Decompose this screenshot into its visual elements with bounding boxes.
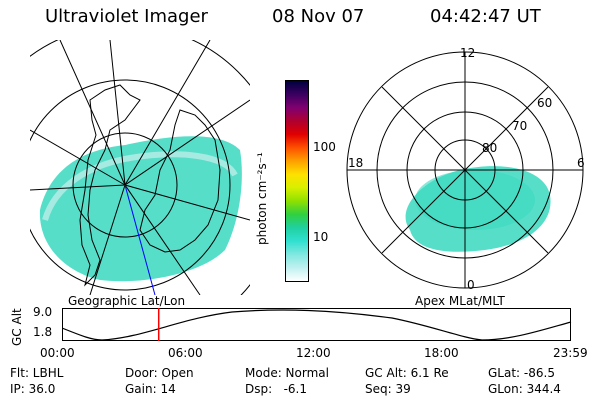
filter-info: Flt: LBHL: [10, 366, 64, 380]
lat-label-70: 70: [512, 119, 528, 133]
altitude-xtick-2: 12:00: [296, 346, 331, 360]
mlt-label-0: 0: [467, 278, 475, 292]
time-label: 04:42:47 UT: [430, 6, 541, 27]
altitude-ytick-max: 9.0: [33, 305, 53, 319]
dsp-info: Dsp: -6.1: [245, 382, 308, 396]
colorbar: [285, 80, 309, 282]
glon-info: GLon: 344.4: [488, 382, 561, 396]
seq-info: Seq: 39: [365, 382, 411, 396]
altitude-xtick-3: 18:00: [424, 346, 459, 360]
altitude-xtick-0: 00:00: [40, 346, 75, 360]
mode-info: Mode: Normal: [245, 366, 329, 380]
glat-info: GLat: -86.5: [488, 366, 555, 380]
ip-info: IP: 36.0: [10, 382, 56, 396]
altitude-plot: [62, 308, 572, 341]
mlt-label-6: 6: [577, 156, 585, 170]
subsolar-meridian: [124, 184, 156, 295]
mlt-label-18: 18: [348, 156, 364, 170]
mlt-label-12: 12: [460, 46, 476, 60]
altitude-curve: [62, 309, 572, 341]
geographic-map: [30, 40, 250, 295]
altitude-ytick-min: 1.8: [33, 325, 53, 339]
lat-label-60: 60: [537, 96, 553, 110]
geographic-label: Geographic Lat/Lon: [68, 294, 186, 308]
apex-label: Apex MLat/MLT: [415, 294, 505, 308]
colorbar-tick-100: 100: [313, 140, 336, 154]
instrument-title: Ultraviolet Imager: [45, 6, 208, 27]
magnetic-polar-plot: [346, 51, 584, 289]
altitude-ylabel: GC Alt: [10, 308, 24, 346]
date-label: 08 Nov 07: [272, 6, 365, 27]
colorbar-unit-label: photon cm⁻²s⁻¹: [255, 152, 269, 245]
lat-label-80: 80: [482, 141, 498, 155]
gain-info: Gain: 14: [125, 382, 176, 396]
continent-outline: [79, 84, 221, 287]
altitude-xtick-4: 23:59: [553, 346, 588, 360]
colorbar-tick-10: 10: [313, 230, 329, 244]
altitude-xtick-1: 06:00: [168, 346, 203, 360]
door-info: Door: Open: [125, 366, 194, 380]
gcalt-info: GC Alt: 6.1 Re: [365, 366, 449, 380]
